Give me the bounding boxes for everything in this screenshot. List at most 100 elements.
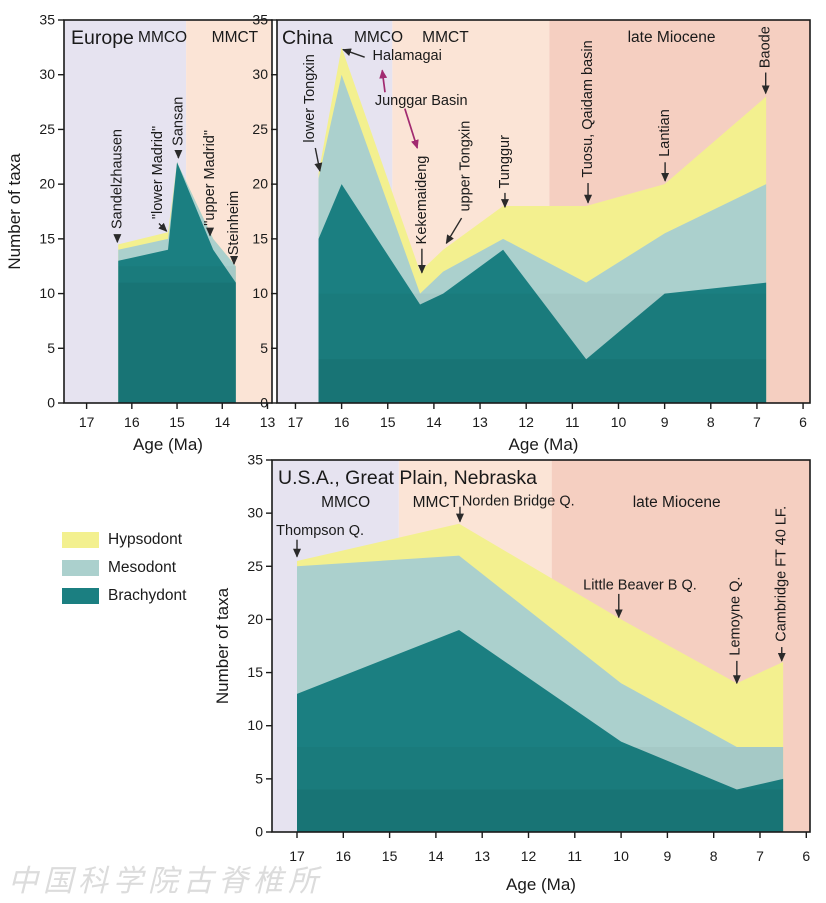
- watermark: 中国科学院古脊椎所: [8, 864, 323, 899]
- y-tick-label: 30: [39, 66, 55, 82]
- y-tick-label: 25: [252, 121, 268, 137]
- panel-border: [271, 459, 811, 833]
- y-tick-label: 15: [39, 230, 55, 246]
- site-label-steinheim: Steinheim: [226, 191, 242, 255]
- x-tick-label: 17: [288, 414, 304, 430]
- site-label-lower-madrid: "lower Madrid": [150, 126, 166, 219]
- x-axis-title: Age (Ma): [506, 875, 576, 894]
- x-tick-label: 16: [334, 414, 350, 430]
- y-tick-label: 10: [39, 285, 55, 301]
- x-tick-label: 17: [79, 414, 95, 430]
- y-tick-label: 0: [255, 824, 263, 840]
- panel-europe: 17 16 15 14 13 0 5 10 15 20 25 30 35 Age (Ma) Number o…: [5, 12, 275, 455]
- panel-u-s-a-great-plain-nebraska: 17 16 15 14 13 12 11 10 9 8 7 6 0 5 10 15 20 25 30 35 Age (M…: [213, 452, 811, 894]
- y-tick-label: 35: [252, 12, 268, 28]
- overlap-shading: [318, 359, 767, 403]
- x-tick-label: 8: [710, 848, 718, 864]
- x-tick-label: 14: [428, 848, 444, 864]
- x-tick-label: 13: [260, 414, 276, 430]
- panel-border: [276, 19, 811, 404]
- x-tick-label: 14: [214, 414, 230, 430]
- y-tick-label: 10: [252, 285, 268, 301]
- y-tick-label: 5: [255, 770, 263, 786]
- x-tick-label: 11: [568, 848, 583, 864]
- panel-china: 17 16 15 14 13 12 11 10 9 8 7 6 0 5 10 15 20 25 30 35 Age (M…: [252, 12, 811, 454]
- x-tick-label: 8: [707, 414, 715, 430]
- area-brachydont: [297, 630, 784, 832]
- x-tick-label: 6: [799, 414, 807, 430]
- x-tick-label: 11: [565, 414, 580, 430]
- arrow-lower-madrid: [158, 222, 168, 232]
- x-tick-label: 10: [611, 414, 627, 430]
- site-label-sansan: Sansan: [170, 97, 186, 146]
- site-label-tuosu-qaidam-basin: Tuosu, Qaidam basin: [580, 40, 596, 177]
- y-tick-label: 25: [39, 121, 55, 137]
- legend-label: Mesodont: [108, 558, 177, 576]
- x-tick-label: 12: [518, 414, 534, 430]
- site-label-kekemaideng: Kekemaideng: [414, 156, 430, 245]
- site-label-lantian: Lantian: [657, 109, 673, 157]
- site-label-upper-tongxin: upper Tongxin: [457, 121, 473, 212]
- overlap-shading: [118, 282, 236, 403]
- panel-border: [63, 19, 273, 404]
- arrow-junggar-basin: [379, 69, 388, 93]
- arrow-halamagai: [342, 48, 365, 58]
- y-tick-label: 10: [247, 717, 263, 733]
- mesodont-swatch: [62, 559, 99, 576]
- x-tick-label: 12: [521, 848, 537, 864]
- y-tick-label: 20: [247, 611, 263, 627]
- x-tick-label: 7: [753, 414, 761, 430]
- x-axis-title: Age (Ma): [509, 435, 579, 454]
- area-brachydont: [318, 184, 767, 403]
- site-label-baode: Baode: [758, 26, 774, 68]
- y-axis-title: Number of taxa: [213, 587, 232, 704]
- overlap-shading: [297, 789, 784, 832]
- legend-item-hypsodont: Hypsodont: [62, 531, 186, 548]
- x-tick-label: 14: [426, 414, 442, 430]
- epoch-label-mmco: MMCO: [138, 29, 187, 46]
- x-tick-label: 6: [802, 848, 810, 864]
- x-tick-label: 9: [663, 848, 671, 864]
- site-label-junggar-basin: Junggar Basin: [375, 93, 468, 109]
- site-label-thompson-q: Thompson Q.: [276, 523, 364, 539]
- x-axis-title: Age (Ma): [133, 435, 203, 454]
- y-tick-label: 35: [39, 12, 55, 28]
- area-brachydont: [118, 162, 236, 403]
- site-label-halamagai: Halamagai: [373, 48, 442, 64]
- y-tick-label: 0: [260, 395, 268, 411]
- site-label-cambridge-ft-40-lf: Cambridge FT 40 LF.: [774, 506, 790, 642]
- site-label-norden-bridge-q: Norden Bridge Q.: [462, 493, 575, 509]
- x-tick-label: 10: [613, 848, 629, 864]
- x-tick-label: 16: [336, 848, 352, 864]
- hypsodont-swatch: [62, 531, 99, 548]
- site-label-upper-madrid: "upper Madrid": [202, 130, 218, 226]
- arrow-upper-tongxin: [445, 217, 463, 245]
- panel-title: U.S.A., Great Plain, Nebraska: [278, 467, 537, 489]
- legend-label: Brachydont: [108, 586, 187, 604]
- brachydont-swatch: [62, 587, 99, 604]
- legend: Hypsodont Mesodont Brachydont: [62, 531, 186, 615]
- site-label-sandelzhausen: Sandelzhausen: [109, 129, 125, 229]
- y-tick-label: 5: [260, 340, 268, 356]
- y-tick-label: 15: [252, 230, 268, 246]
- y-tick-label: 30: [247, 505, 263, 521]
- y-tick-label: 5: [47, 340, 55, 356]
- legend-item-mesodont: Mesodont: [62, 559, 186, 576]
- epoch-label-mmct: MMCT: [212, 29, 259, 46]
- epoch-label-late-miocene: late Miocene: [633, 494, 721, 511]
- y-axis-title: Number of taxa: [5, 153, 24, 270]
- epoch-label-mmct: MMCT: [413, 494, 460, 511]
- panel-title: China: [282, 27, 333, 49]
- y-tick-label: 35: [247, 452, 263, 468]
- epoch-label-mmco: MMCO: [354, 29, 403, 46]
- x-tick-label: 9: [661, 414, 669, 430]
- panel-title: Europe: [71, 27, 134, 49]
- x-tick-label: 15: [169, 414, 185, 430]
- legend-label: Hypsodont: [108, 530, 183, 548]
- arrow-lower-tongxin: [314, 147, 323, 172]
- epoch-label-mmct: MMCT: [422, 29, 469, 46]
- site-label-lemoyne-q: Lemoyne Q.: [727, 577, 743, 656]
- x-tick-label: 13: [474, 848, 490, 864]
